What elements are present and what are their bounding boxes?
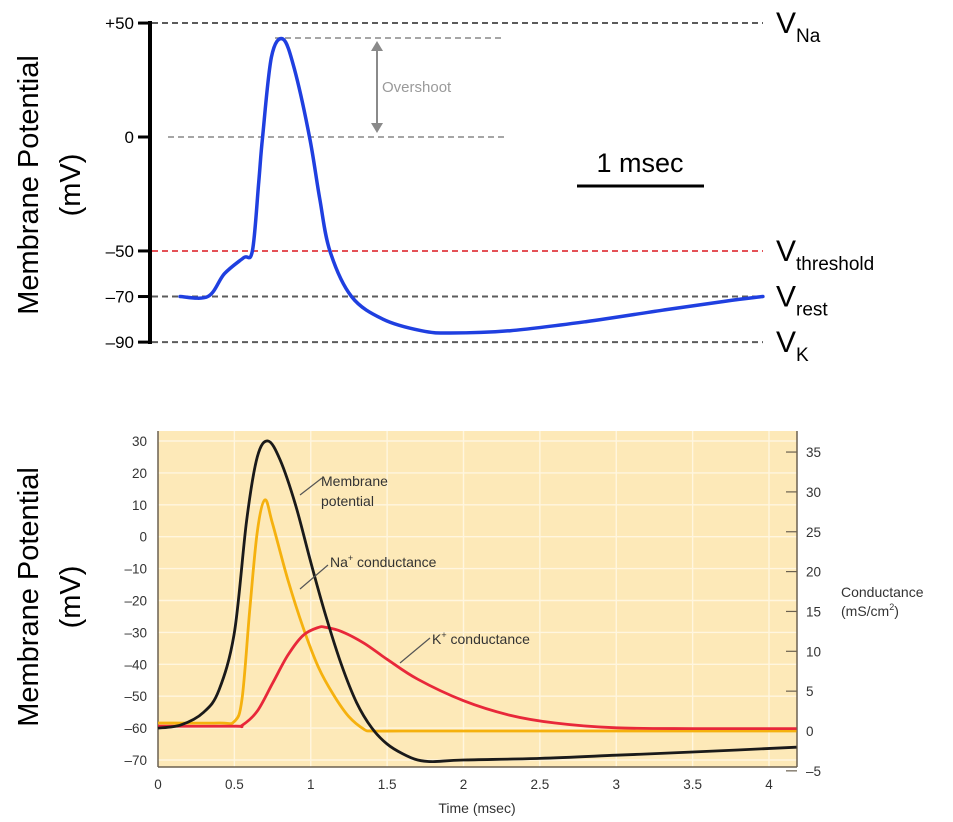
- y-tick-label: +50: [105, 14, 134, 33]
- x-tick-label: 0: [154, 777, 162, 792]
- top-y-axis-unit: (mV): [55, 154, 87, 217]
- y-tick-label-left: –30: [124, 625, 147, 640]
- y-tick-label-left: –60: [124, 721, 147, 736]
- annotation-text: Membrane: [321, 473, 388, 489]
- arrow-down-icon: [371, 123, 383, 133]
- y-tick-label-left: –50: [124, 689, 147, 704]
- bottom-y-axis-unit: (mV): [55, 566, 87, 629]
- y-tick-label-right: –5: [806, 764, 821, 779]
- x-tick-label: 2.5: [530, 777, 549, 792]
- plot-background: [158, 431, 797, 767]
- annotation-text: K+ conductance: [432, 630, 530, 647]
- top-y-axis-label: Membrane Potential: [13, 55, 45, 315]
- series-line-membrane-potential: [178, 36, 765, 335]
- label-v-rest: Vrest: [776, 281, 828, 321]
- right-axis-unit: (mS/cm2): [841, 602, 899, 619]
- y-tick-label-right: 10: [806, 644, 821, 659]
- bottom-conductance-chart: Membrane Potential (mV) 3020100–10–20–30…: [13, 431, 924, 816]
- annotation-na-conductance: Na+ conductance: [299, 553, 437, 590]
- annotation-membrane-potential: Membrane potential: [299, 473, 388, 509]
- top-action-potential-chart: Membrane Potential (mV) +50 0 –50 –70 –90 Ov…: [13, 7, 874, 366]
- right-axis-label: Conductance: [841, 584, 924, 600]
- y-tick-label-right: 25: [806, 525, 821, 540]
- x-tick-label: 1: [307, 777, 315, 792]
- y-tick-label: –90: [106, 333, 134, 352]
- y-tick-label: 0: [125, 128, 134, 147]
- scale-bar: 1 msec: [577, 148, 704, 188]
- y-tick-label-left: –10: [124, 562, 147, 577]
- y-tick-label-right: 30: [806, 485, 821, 500]
- x-tick-label: 4: [765, 777, 773, 792]
- y-tick-label-left: 20: [132, 466, 147, 481]
- right-axis-title: Conductance (mS/cm2): [841, 584, 924, 619]
- x-tick-label: 2: [460, 777, 468, 792]
- annotation-text: Na+ conductance: [330, 553, 437, 570]
- y-tick-label-right: 5: [806, 684, 814, 699]
- annotation-k-conductance: K+ conductance: [399, 630, 530, 664]
- y-tick-label: –50: [106, 242, 134, 261]
- y-tick-label-right: 15: [806, 604, 821, 619]
- series-line-membrane-potential: [157, 439, 797, 763]
- y-tick-label-right: 35: [806, 445, 821, 460]
- y-tick-label-left: –40: [124, 657, 147, 672]
- x-tick-label: 3: [612, 777, 620, 792]
- series-line-na-conductance: [157, 498, 797, 733]
- label-v-threshold: Vthreshold: [776, 235, 874, 275]
- x-tick-label: 1.5: [378, 777, 397, 792]
- y-tick-label-left: 0: [139, 530, 147, 545]
- overshoot-annotation: Overshoot: [371, 41, 452, 133]
- x-tick-label: 3.5: [683, 777, 702, 792]
- scale-bar-label: 1 msec: [596, 148, 683, 178]
- annotation-text: potential: [321, 493, 374, 509]
- y-tick-label-right: 0: [806, 724, 814, 739]
- x-tick-label: 0.5: [225, 777, 244, 792]
- y-tick-label-left: –20: [124, 594, 147, 609]
- x-axis-title: Time (msec): [438, 800, 515, 816]
- annotation-leader: [299, 477, 323, 496]
- bottom-y-axis-label: Membrane Potential: [13, 467, 45, 727]
- series-line-k-conductance: [157, 625, 797, 731]
- label-v-na: VNa: [776, 7, 821, 47]
- overshoot-label: Overshoot: [382, 79, 452, 96]
- y-tick-label: –70: [106, 288, 134, 307]
- annotation-leader: [299, 564, 329, 590]
- y-tick-label-left: –70: [124, 753, 147, 768]
- y-tick-label-left: 10: [132, 498, 147, 513]
- arrow-up-icon: [371, 41, 383, 52]
- label-v-k: VK: [776, 326, 809, 366]
- y-tick-label-left: 30: [132, 434, 147, 449]
- y-tick-label-right: 20: [806, 565, 821, 580]
- annotation-leader: [399, 637, 431, 664]
